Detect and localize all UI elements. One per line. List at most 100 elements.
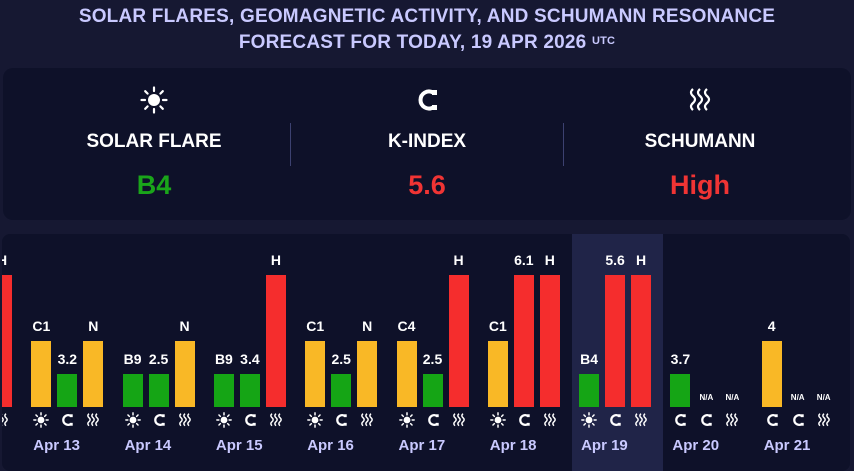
bar-kindex-apr-21[interactable] xyxy=(761,341,782,407)
bar-solar-apr-16[interactable] xyxy=(305,341,326,407)
bar-value-label: C1 xyxy=(488,318,507,334)
bar-solar-apr-14[interactable] xyxy=(122,374,143,407)
bar-schumann-apr-15[interactable] xyxy=(265,275,286,407)
title-timezone: UTC xyxy=(591,35,616,47)
bar-value-label: 6.1 xyxy=(514,252,534,268)
wave-icon xyxy=(268,412,284,428)
bar-value-label: B9 xyxy=(214,351,233,367)
bar-schumann-apr-19[interactable] xyxy=(631,275,652,407)
bar-value-label: 5.6 xyxy=(605,252,625,268)
bar-value-label: N xyxy=(88,318,99,334)
day-label: Apr 14 xyxy=(124,437,172,454)
bar-kindex-apr-15[interactable] xyxy=(239,374,260,407)
solar-flare-label: SOLAR FLARE xyxy=(86,131,222,152)
title-line-1: SOLAR FLARES, GEOMAGNETIC ACTIVITY, AND … xyxy=(78,6,776,27)
wave-icon xyxy=(542,412,558,428)
magnet-icon xyxy=(242,412,258,428)
magnet-icon xyxy=(425,412,441,428)
schumann-label: SCHUMANN xyxy=(644,131,756,152)
bar-kindex-apr-20[interactable] xyxy=(670,374,691,407)
k-index-label: K-INDEX xyxy=(387,131,467,152)
bar-value-label: C4 xyxy=(397,318,416,334)
solar-flare-value: B4 xyxy=(136,170,172,200)
bar-value-label: 2.5 xyxy=(148,351,169,367)
page-title: SOLAR FLARES, GEOMAGNETIC ACTIVITY, AND … xyxy=(0,4,854,56)
bar-schumann-apr-17[interactable] xyxy=(448,275,469,407)
sun-icon xyxy=(216,412,232,428)
day-label: Apr 19 xyxy=(581,437,628,454)
bar-value-label: C1 xyxy=(32,318,51,334)
bar-schumann-apr-14[interactable] xyxy=(174,341,195,407)
schumann-summary: SCHUMANN High xyxy=(559,68,841,220)
sun-icon xyxy=(307,412,324,428)
bar-schumann-apr-16[interactable] xyxy=(357,341,378,407)
bar-kindex-apr-13[interactable] xyxy=(57,374,78,407)
bar-value-label: H xyxy=(453,252,464,268)
wave-icon xyxy=(177,412,193,428)
summary-panel: SOLAR FLARE B4 K-INDEX 5.6 SCHUMANN xyxy=(3,68,851,220)
magnet-icon xyxy=(790,412,806,428)
bar-value-label: H xyxy=(544,252,555,268)
sun-icon xyxy=(33,412,50,428)
sun-icon xyxy=(581,412,597,428)
bar-kindex-apr-14[interactable] xyxy=(148,374,169,407)
bar-kindex-apr-18[interactable] xyxy=(513,275,534,407)
bar-value-label: 4 xyxy=(767,318,776,334)
day-label: Apr 21 xyxy=(763,437,811,454)
bar-value-label: B4 xyxy=(580,351,599,367)
magnet-icon xyxy=(59,412,75,428)
wave-icon xyxy=(559,86,841,114)
bar-value-label: N/A xyxy=(725,393,740,402)
bar-value-label: N xyxy=(362,318,373,334)
magnet-icon xyxy=(764,412,780,428)
bar-solar-apr-17[interactable] xyxy=(396,341,417,407)
magnet-icon xyxy=(607,412,623,428)
bar-schumann-apr-12[interactable] xyxy=(2,275,12,407)
magnet-icon xyxy=(151,412,167,428)
magnet-icon xyxy=(333,412,349,428)
bar-kindex-apr-17[interactable] xyxy=(422,374,443,407)
sun-icon xyxy=(124,412,141,428)
wave-icon xyxy=(359,412,375,428)
solar-flare-summary: SOLAR FLARE B4 xyxy=(13,68,295,220)
k-index-value: 5.6 xyxy=(408,170,446,200)
bar-solar-apr-13[interactable] xyxy=(31,341,52,407)
sun-icon xyxy=(13,86,295,114)
magnet-icon xyxy=(698,412,714,428)
wave-icon xyxy=(85,412,101,428)
bar-solar-apr-19[interactable] xyxy=(579,374,600,407)
day-label: Apr 20 xyxy=(672,437,720,454)
bar-value-label: N/A xyxy=(699,393,714,402)
bar-value-label: 3.7 xyxy=(670,351,691,367)
wave-icon xyxy=(724,412,740,428)
bar-schumann-apr-13[interactable] xyxy=(83,341,104,407)
bar-solar-apr-18[interactable] xyxy=(487,341,508,407)
bar-value-label: 3.4 xyxy=(240,351,260,367)
sun-icon xyxy=(398,412,415,428)
bar-value-label: B9 xyxy=(123,351,142,367)
bar-kindex-apr-19[interactable] xyxy=(605,275,626,407)
title-line-2: FORECAST FOR TODAY, 19 APR 2026 UTC xyxy=(0,30,854,56)
bar-value-label: H xyxy=(2,252,18,268)
schumann-value: High xyxy=(670,170,730,200)
bar-value-label: N xyxy=(179,318,190,334)
wave-icon xyxy=(451,412,467,428)
day-label: Apr 16 xyxy=(307,437,354,454)
bar-value-label: N/A xyxy=(790,393,805,402)
k-index-summary: K-INDEX 5.6 xyxy=(286,68,568,220)
bar-value-label: N/A xyxy=(816,393,831,402)
bar-solar-apr-15[interactable] xyxy=(213,374,234,407)
divider xyxy=(563,123,564,166)
bar-kindex-apr-16[interactable] xyxy=(331,374,352,407)
wave-icon xyxy=(816,412,832,428)
bar-value-label: H xyxy=(636,252,647,268)
day-label: Apr 17 xyxy=(398,437,446,454)
magnet-icon xyxy=(672,412,688,428)
bar-schumann-apr-18[interactable] xyxy=(539,275,560,407)
bar-value-label: C1 xyxy=(306,318,325,334)
day-label: Apr 15 xyxy=(215,437,263,454)
sun-icon xyxy=(489,412,506,428)
bar-value-label: H xyxy=(270,252,281,268)
bar-value-label: 2.5 xyxy=(331,351,351,367)
